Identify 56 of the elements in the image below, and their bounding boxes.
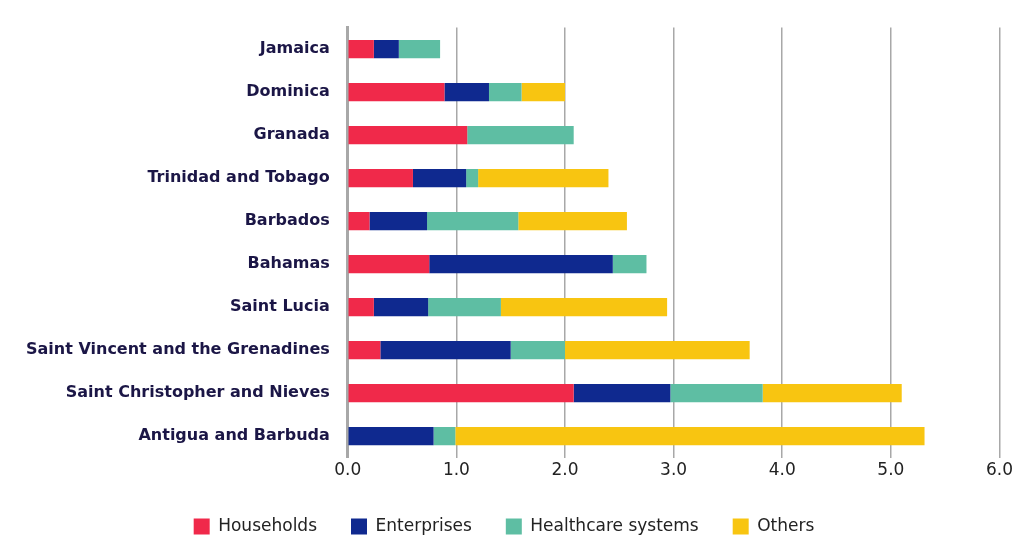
y-tick-label: Trinidad and Tobago <box>147 167 330 187</box>
bar <box>670 384 763 403</box>
y-tick-label: Saint Vincent and the Grenadines <box>25 339 330 359</box>
y-tick-label: Dominica <box>246 81 330 101</box>
bar <box>348 169 413 188</box>
bar <box>398 40 441 59</box>
y-tick-label: Jamaica <box>258 38 330 58</box>
y-tick-label: Saint Lucia <box>230 296 330 316</box>
bar <box>348 83 445 102</box>
x-tick-label: 0.0 <box>334 459 362 480</box>
y-tick-label: Granada <box>253 124 330 144</box>
legend-label: Enterprises <box>375 514 472 535</box>
x-tick-label: 4.0 <box>768 459 796 480</box>
bar <box>762 384 902 403</box>
bar <box>521 83 566 102</box>
bar <box>444 83 489 102</box>
bar <box>369 212 428 231</box>
legend-label: Households <box>218 514 318 535</box>
y-tick-label: Barbados <box>244 210 330 230</box>
bar <box>348 126 468 145</box>
bar <box>467 126 574 145</box>
bar <box>429 255 613 274</box>
bar <box>348 255 430 274</box>
bar <box>373 298 429 317</box>
bar <box>373 40 399 59</box>
bar <box>478 169 609 188</box>
x-tick-label: 6.0 <box>985 459 1014 480</box>
y-tick-label: Bahamas <box>247 253 330 273</box>
y-tick-label: Antigua and Barbuda <box>138 425 330 445</box>
bar <box>565 341 750 360</box>
bar <box>428 298 501 317</box>
bar <box>433 427 456 446</box>
legend-label: Healthcare systems <box>530 514 699 535</box>
bar <box>348 427 434 446</box>
bar <box>510 341 566 360</box>
y-tick-label: Saint Christopher and Nieves <box>65 382 330 402</box>
bar <box>348 298 374 317</box>
x-tick-label: 3.0 <box>660 459 688 480</box>
bar <box>348 40 374 59</box>
bar <box>518 212 627 231</box>
x-tick-label: 2.0 <box>551 459 579 480</box>
bar <box>612 255 647 274</box>
bar <box>500 298 668 317</box>
bar <box>488 83 522 102</box>
bar <box>466 169 479 188</box>
x-tick-label: 5.0 <box>877 459 905 480</box>
bar <box>348 384 574 403</box>
x-tick-label: 1.0 <box>442 459 470 480</box>
bar <box>455 427 925 446</box>
bar <box>427 212 519 231</box>
bar <box>348 341 381 360</box>
bar <box>412 169 467 188</box>
legend-label: Others <box>757 514 815 535</box>
bar <box>573 384 671 403</box>
bar <box>380 341 511 360</box>
bar <box>348 212 370 231</box>
